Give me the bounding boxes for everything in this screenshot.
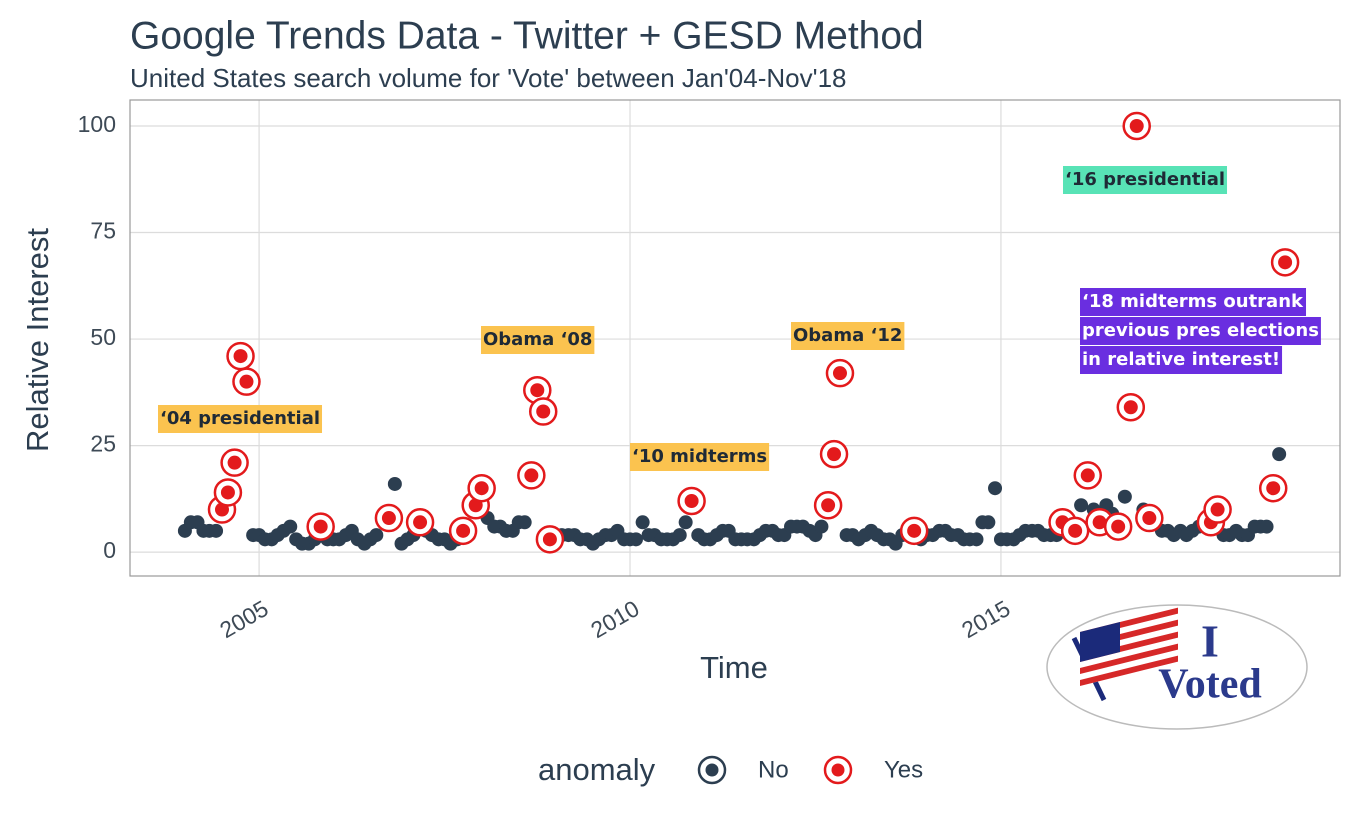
annotation-text: ‘16 presidential — [1065, 169, 1225, 190]
point — [530, 383, 545, 398]
legend-title: anomaly — [538, 752, 656, 787]
chart-subtitle: United States search volume for 'Vote' b… — [130, 63, 847, 93]
point — [474, 481, 489, 496]
sticker: I Voted — [1046, 604, 1308, 730]
y-tick-label: 25 — [90, 431, 116, 457]
flag-canton — [1080, 622, 1120, 662]
point — [1074, 498, 1089, 513]
x-tick-label: 2015 — [957, 595, 1014, 643]
point — [1117, 489, 1132, 504]
flag-stripe — [1080, 643, 1178, 674]
chart-title: Google Trends Data - Twitter + GESD Meth… — [130, 14, 924, 57]
x-axis-label: Time — [700, 650, 768, 685]
legend-label: No — [758, 756, 789, 783]
point — [456, 523, 471, 538]
point — [413, 515, 428, 530]
annotation-background — [158, 405, 323, 433]
sticker-text: Voted — [1158, 662, 1261, 708]
plot-border — [129, 99, 1341, 577]
point — [988, 481, 1003, 496]
sticker-text: I — [1201, 616, 1219, 667]
point — [220, 485, 235, 500]
point — [227, 455, 242, 470]
point — [313, 519, 328, 534]
x-tick-label: 2005 — [215, 595, 272, 643]
point — [1080, 468, 1095, 483]
point — [536, 404, 551, 419]
point — [832, 366, 847, 381]
y-tick-label: 0 — [103, 537, 116, 563]
point — [239, 374, 254, 389]
y-tick-label: 50 — [90, 324, 116, 350]
point — [1266, 481, 1281, 496]
annotation: ‘18 midterms outrank previous pres electi… — [1080, 288, 1321, 374]
point — [1123, 400, 1138, 415]
point — [969, 532, 984, 547]
point — [1092, 515, 1107, 530]
point — [1142, 511, 1157, 526]
annotation: ‘04 presidential — [158, 405, 323, 433]
annotation-text: in relative interest! — [1082, 349, 1280, 370]
point — [814, 519, 829, 534]
annotation: Obama ‘12 — [791, 322, 905, 350]
x-tick-label: 2010 — [586, 595, 643, 643]
annotation: ‘10 midterms — [630, 443, 770, 471]
y-tick-label: 75 — [90, 218, 116, 244]
point — [387, 476, 402, 491]
flag-stripe — [1080, 655, 1178, 686]
annotation-text: previous pres elections — [1082, 320, 1319, 341]
point — [381, 511, 396, 526]
annotation: Obama ‘08 — [481, 326, 595, 354]
point — [1129, 118, 1144, 133]
annotation-text: ‘10 midterms — [632, 446, 767, 467]
point — [635, 515, 650, 530]
annotation-text: Obama ‘08 — [483, 329, 592, 350]
annotation-background — [791, 322, 905, 350]
point — [1259, 519, 1274, 534]
y-axis-label: Relative Interest — [20, 228, 55, 452]
annotation-background — [481, 326, 595, 354]
point — [907, 523, 922, 538]
point — [1272, 447, 1287, 462]
legend-swatch — [705, 763, 719, 777]
point — [1111, 519, 1126, 534]
point — [821, 498, 836, 513]
annotation-background — [1080, 346, 1283, 374]
point — [369, 528, 384, 543]
point — [1278, 255, 1293, 270]
point — [517, 515, 532, 530]
point — [542, 532, 557, 547]
point — [684, 493, 699, 508]
point — [233, 349, 248, 364]
legend-swatch — [831, 763, 845, 777]
point — [827, 447, 842, 462]
point — [1068, 523, 1083, 538]
legend-label: Yes — [884, 756, 923, 783]
y-tick-label: 100 — [78, 111, 116, 137]
annotation-text: ‘18 midterms outrank — [1082, 291, 1304, 312]
point — [1210, 502, 1225, 517]
point — [283, 519, 298, 534]
annotation-background — [630, 443, 770, 471]
point — [678, 515, 693, 530]
annotation: ‘16 presidential — [1063, 166, 1228, 194]
point — [524, 468, 539, 483]
point — [672, 528, 687, 543]
annotation-background — [1063, 166, 1228, 194]
annotation-text: ‘04 presidential — [160, 408, 320, 429]
annotation-background — [1080, 288, 1307, 316]
annotation-background — [1080, 317, 1321, 345]
flag — [1080, 607, 1178, 686]
point — [209, 523, 224, 538]
point — [981, 515, 996, 530]
point — [628, 532, 643, 547]
annotation-text: Obama ‘12 — [793, 325, 902, 346]
